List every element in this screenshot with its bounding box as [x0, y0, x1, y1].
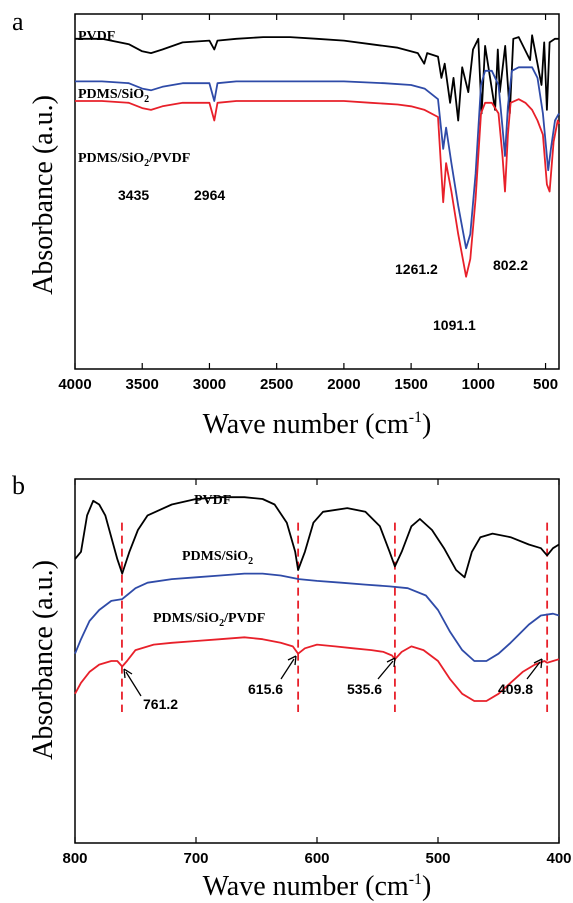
x-tick-label: 3000	[193, 376, 226, 393]
panel-a-series-label-pdms-sio2-pvdf: PDMS/SiO2/PVDF	[78, 151, 190, 169]
x-tick-label: 3500	[126, 376, 159, 393]
panel-a: a 4000 3500 3000 2500 2000 1500 1000 500 PVDF P…	[12, 7, 560, 440]
panel-b-x-ticks: 800 700 600 500 400	[62, 479, 572, 867]
x-tick-label: 1500	[394, 376, 427, 393]
x-tick-label: 500	[533, 376, 558, 393]
panel-a-x-ticks: 4000 3500 3000 2500 2000 1500 1000 500	[58, 14, 558, 393]
panel-b-peak-409: 409.8	[498, 681, 533, 697]
series-line	[75, 66, 560, 250]
x-tick-label: 4000	[58, 376, 91, 393]
panel-b-arrowhead-615	[287, 655, 297, 666]
x-tick-label: 2000	[327, 376, 360, 393]
x-tick-label: 500	[425, 850, 450, 867]
panel-a-peak-1261: 1261.2	[395, 261, 438, 277]
panel-a-series-label-pdms-sio2: PDMS/SiO2	[78, 87, 149, 105]
series-line	[74, 636, 560, 702]
panel-a-series-label-pvdf: PVDF	[78, 29, 115, 44]
panel-b-arrow-761	[125, 671, 142, 697]
panel-b-series-label-pvdf: PVDF	[194, 493, 231, 508]
panel-b-arrow-535	[377, 660, 394, 680]
series-line	[74, 572, 560, 662]
panel-b-x-axis-label: Wave number (cm-1)	[203, 871, 432, 902]
x-tick-label: 2500	[260, 376, 293, 393]
panel-b-arrow-615	[280, 658, 295, 680]
panel-a-peak-2964: 2964	[194, 187, 225, 203]
x-tick-label: 700	[183, 850, 208, 867]
panel-a-y-axis-label: Absorbance (a.u.)	[28, 95, 59, 295]
series-line	[74, 496, 560, 579]
x-tick-label: 600	[304, 850, 329, 867]
panel-b-letter: b	[12, 471, 25, 500]
panel-b-series-label-pdms-sio2-pvdf: PDMS/SiO2/PVDF	[153, 611, 265, 629]
panel-a-letter: a	[12, 7, 24, 36]
series-line	[75, 34, 559, 122]
panel-b-peak-615: 615.6	[248, 681, 283, 697]
panel-b-arrowhead-535	[386, 657, 396, 668]
panel-b-curves	[74, 496, 560, 702]
panel-b-series-label-pdms-sio2: PDMS/SiO2	[182, 549, 253, 567]
x-tick-label: 800	[62, 850, 87, 867]
panel-a-x-axis-label: Wave number (cm-1)	[203, 409, 432, 440]
panel-a-frame	[74, 13, 560, 370]
panel-b-y-axis-label: Absorbance (a.u.)	[28, 560, 59, 760]
panel-b-arrowhead-409	[533, 658, 543, 669]
x-tick-label: 1000	[462, 376, 495, 393]
panel-a-peak-802: 802.2	[493, 257, 528, 273]
panel-b: b 800 700 600 500 400 PVDF PDMS/SiO2 PDMS/Si…	[12, 471, 572, 902]
panel-b-peak-535: 535.6	[347, 681, 382, 697]
series-line	[75, 98, 560, 278]
panel-a-peak-3435: 3435	[118, 187, 149, 203]
panel-b-arrowhead-761	[123, 668, 133, 679]
x-tick-label: 400	[546, 850, 571, 867]
panel-b-arrow-409	[526, 661, 541, 680]
panel-a-peak-1091: 1091.1	[433, 317, 476, 333]
panel-b-peak-761: 761.2	[143, 696, 178, 712]
panel-a-curves	[75, 34, 560, 278]
